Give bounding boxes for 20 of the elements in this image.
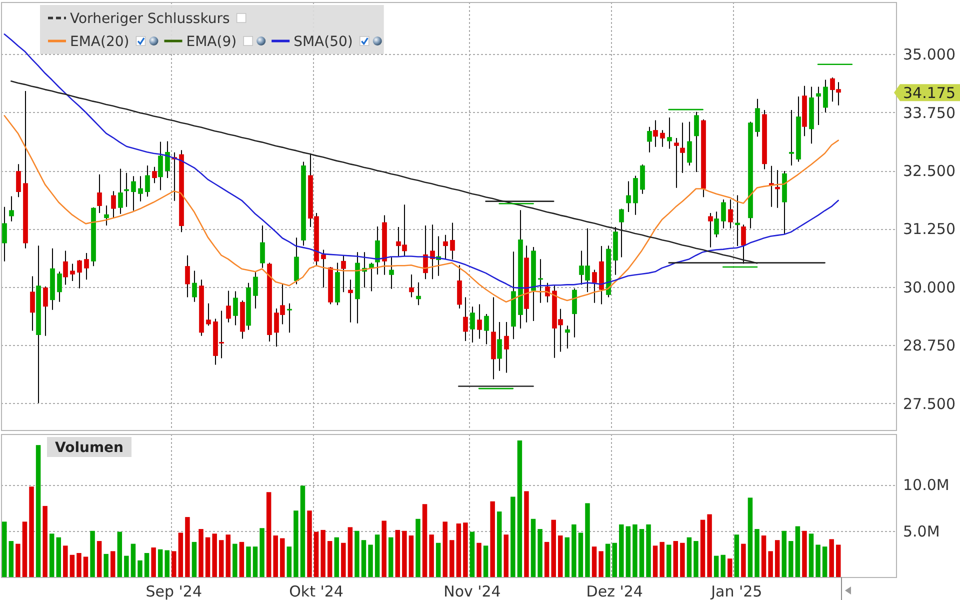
y-tick-label: 28.750 — [903, 336, 956, 355]
y-tick-label: 30.000 — [903, 278, 956, 296]
x-tick-label: Dez '24 — [586, 582, 643, 600]
x-tick-label: Nov '24 — [444, 582, 501, 600]
y-tick-label: 10.0M — [903, 476, 950, 494]
x-tick-label: Jan '25 — [710, 582, 762, 600]
legend-label: SMA(50) — [294, 34, 353, 50]
legend-label: EMA(20) — [70, 34, 130, 50]
x-tick-label: Okt '24 — [289, 582, 344, 600]
y-tick-label: 32.500 — [903, 162, 956, 180]
x-tick-label: Sep '24 — [146, 582, 202, 600]
legend-label: Vorheriger Schlusskurs — [70, 11, 230, 28]
y-tick-label: 33.750 — [903, 104, 956, 122]
y-tick-label: 27.500 — [903, 394, 956, 413]
y-tick-label: 35.000 — [903, 46, 956, 64]
y-tick-label: 31.250 — [903, 220, 956, 238]
chart-title: Volumen — [55, 440, 124, 456]
text: 34.175 — [903, 84, 956, 102]
y-tick-label: 5.0M — [903, 522, 940, 540]
legend-label: EMA(9) — [186, 34, 237, 50]
